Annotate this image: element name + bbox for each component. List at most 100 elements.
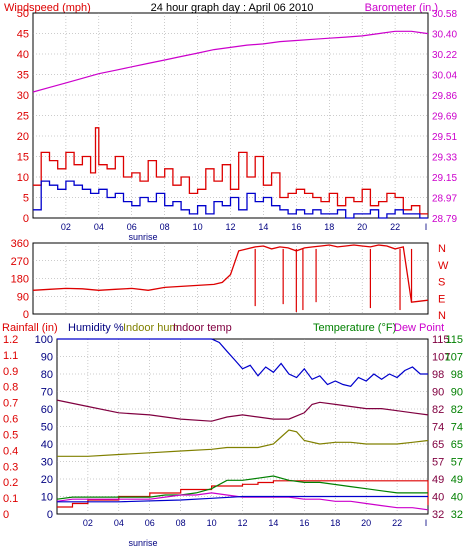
x-tick-label: 14 [268,518,278,528]
temperature-tick-right: 32 [451,509,463,521]
x-tick-label: 20 [361,518,371,528]
rainfall-tick: 0.3 [3,461,18,473]
series-rainfall-line [57,480,429,508]
rainfall-tick: 0.4 [3,445,18,457]
humidity-tick: 30 [41,457,53,469]
temperature-tick-left: 107 [432,352,450,364]
barometer-tick: 29.86 [432,91,457,102]
panel-2-series [32,244,429,313]
temperature-tick-left: 90 [432,387,444,399]
rainfall-tick: 0.8 [3,382,18,394]
windspeed-axis-label: Windspeed (mph) [4,2,91,14]
series-wind-line [33,180,428,219]
panel-3-grid [57,339,428,514]
panel-wind-barometer: Windspeed (mph) 24 hour graph day : Apri… [4,2,457,242]
temperature-tick-right: 40 [451,492,463,504]
temperature-axis-label: Temperature (°F) [313,322,396,334]
x-end-tick: I [425,518,428,528]
barometer-tick: 29.33 [432,153,457,164]
humidity-tick: 40 [41,439,53,451]
windspeed-tick: 0 [23,213,29,225]
x-tick-label: 04 [94,222,104,232]
temperature-tick-left: 32 [432,509,444,521]
temperature-tick-left: 49 [432,474,444,486]
windspeed-tick: 10 [17,172,29,184]
panel-3-x-ticks: 02 04 06 08 10 12 14 16 18 20 22 I [83,518,427,528]
barometer-axis-label: Barometer (in.) [365,2,438,14]
rainfall-tick: 0.9 [3,366,18,378]
x-tick-label: 02 [83,518,93,528]
panel-1-x-ticks: 02 04 06 08 10 12 14 16 18 20 22 I [61,222,427,232]
humidity-tick: 100 [35,334,53,346]
temperature-tick-left: 65 [432,439,444,451]
series-indoor_temp-line [56,399,429,422]
x-tick-label: 22 [392,518,402,528]
humidity-tick: 60 [41,404,53,416]
windspeed-tick: 30 [17,90,29,102]
rainfall-tick: 1.2 [3,334,18,346]
humidity-tick: 70 [41,387,53,399]
temperature-tick-left: 74 [432,422,444,434]
series-barometer-line [32,30,429,93]
direction-tick: 0 [23,309,29,321]
compass-tick: N [438,243,446,255]
compass-tick: S [438,277,445,289]
barometer-tick: 28.97 [432,194,457,205]
windspeed-tick: 45 [17,29,29,41]
series-gust-line [33,127,428,215]
x-tick-label: 14 [258,222,268,232]
temperature-tick-left: 115 [432,334,450,346]
temperature-tick-left: 98 [432,369,444,381]
compass-tick: E [438,293,445,305]
series-humidity-line [57,338,428,387]
indoor-hum-label: Indoor hum [123,322,179,334]
x-tick-label: 18 [324,222,334,232]
windspeed-tick: 50 [17,8,29,20]
compass-tick: W [438,260,449,272]
series-indoor_hum-line [57,429,429,457]
sunrise-label-3: sunrise [128,538,157,548]
windspeed-tick: 20 [17,131,29,143]
humidity-ticks: 0 10 20 30 40 50 60 70 80 90 100 [35,334,53,521]
temperature-tick-right: 90 [451,387,463,399]
sunrise-label-1: sunrise [128,232,157,242]
x-tick-label: 20 [357,222,367,232]
temperature-tick-left: 82 [432,404,444,416]
barometer-tick: 30.22 [432,50,457,61]
rainfall-tick: 1.1 [3,350,18,362]
windspeed-tick: 35 [17,70,29,82]
temperature-tick-right: 49 [451,474,463,486]
windspeed-tick: 25 [17,111,29,123]
temperature-tick-right: 82 [451,404,463,416]
temperature-tick-left: 57 [432,457,444,469]
x-tick-label: 12 [237,518,247,528]
chart-title: 24 hour graph day : April 06 2010 [151,2,314,14]
temperature-tick-right: 107 [445,352,463,364]
rainfall-tick: 0.7 [3,398,18,410]
rainfall-axis-label: Rainfall (in) [2,322,58,334]
rainfall-tick: 0.5 [3,429,18,441]
panel-1-grid [33,13,428,218]
panel-1-series [32,30,429,219]
barometer-tick: 30.40 [432,30,457,41]
barometer-tick: 29.15 [432,173,457,184]
compass-tick: N [438,310,446,322]
humidity-tick: 20 [41,474,53,486]
rainfall-tick: 0.6 [3,414,18,426]
windspeed-tick: 5 [23,193,29,205]
humidity-tick: 0 [47,509,53,521]
direction-tick: 90 [17,291,29,303]
x-tick-label: 10 [193,222,203,232]
x-tick-label: 16 [291,222,301,232]
barometer-ticks: 28.79 28.97 29.15 29.33 29.51 29.69 29.86 30.04… [432,9,457,225]
barometer-tick: 30.58 [432,9,457,20]
barometer-tick: 29.51 [432,132,457,143]
x-tick-label: 06 [127,222,137,232]
humidity-axis-label: Humidity % [68,322,124,334]
humidity-tick: 90 [41,352,53,364]
direction-tick: 270 [11,256,29,268]
humidity-tick: 80 [41,369,53,381]
rainfall-tick: 0.1 [3,493,18,505]
rainfall-tick: 0 [3,509,9,521]
